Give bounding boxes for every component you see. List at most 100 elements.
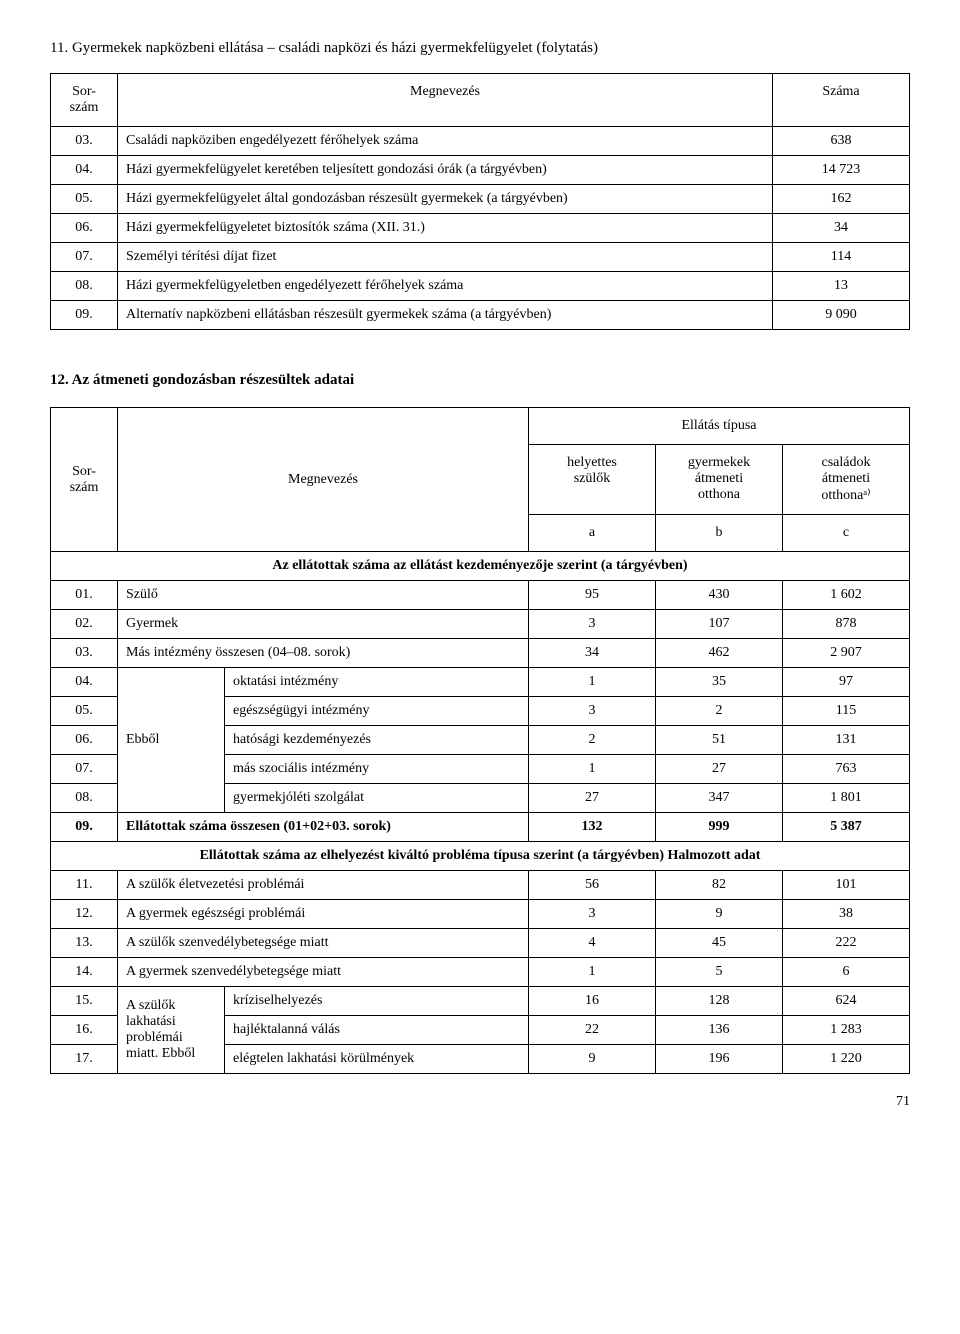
col-header-helyettes: helyettes szülők — [529, 445, 656, 515]
col-header-megnevezes: Megnevezés — [118, 408, 529, 552]
cell-c: 131 — [783, 726, 910, 755]
cell-b: 347 — [656, 784, 783, 813]
row-label: A szülők életvezetési problémái — [118, 871, 529, 900]
row-num: 12. — [51, 900, 118, 929]
table-12: Sor- szám Megnevezés Ellátás típusa hely… — [50, 407, 910, 1074]
row-label: kríziselhelyezés — [225, 987, 529, 1016]
row-num: 06. — [51, 726, 118, 755]
cell-c: 763 — [783, 755, 910, 784]
table-row: 03.Más intézmény összesen (04–08. sorok)… — [51, 639, 910, 668]
col-header-csaladok: családok átmeneti otthonaᵃ⁾ — [783, 445, 910, 515]
table-row: 06.Házi gyermekfelügyeletet biztosítók s… — [51, 214, 910, 243]
table-row: 15.A szülők lakhatási problémái miatt. E… — [51, 987, 910, 1016]
cell-b: 136 — [656, 1016, 783, 1045]
row-value: 13 — [773, 272, 910, 301]
cell-c: 878 — [783, 610, 910, 639]
row-num: 07. — [51, 755, 118, 784]
table-row: 13.A szülők szenvedélybetegsége miatt445… — [51, 929, 910, 958]
row-label: Gyermek — [118, 610, 529, 639]
table-row: 12.A gyermek egészségi problémái3938 — [51, 900, 910, 929]
cell-a: 9 — [529, 1045, 656, 1074]
row-num: 05. — [51, 185, 118, 214]
row-value: 34 — [773, 214, 910, 243]
row-label: oktatási intézmény — [225, 668, 529, 697]
cell-a: 3 — [529, 610, 656, 639]
row-label: Szülő — [118, 581, 529, 610]
row-num: 15. — [51, 987, 118, 1016]
table-row: 08.Házi gyermekfelügyeletben engedélyeze… — [51, 272, 910, 301]
cell-a: 3 — [529, 697, 656, 726]
table-row: 11.A szülők életvezetési problémái568210… — [51, 871, 910, 900]
ebbol-label: Ebből — [118, 668, 225, 813]
cell-c: 1 283 — [783, 1016, 910, 1045]
cell-b: 430 — [656, 581, 783, 610]
row-value: 638 — [773, 127, 910, 156]
cell-b: 82 — [656, 871, 783, 900]
row-label: Házi gyermekfelügyelet által gondozásban… — [118, 185, 773, 214]
cell-a: 95 — [529, 581, 656, 610]
table-row: 01.Szülő954301 602 — [51, 581, 910, 610]
row-num: 04. — [51, 668, 118, 697]
col-header-szama: Száma — [773, 74, 910, 127]
cell-c: 1 220 — [783, 1045, 910, 1074]
cell-c: 1 602 — [783, 581, 910, 610]
ebbol2-label: A szülők lakhatási problémái miatt. Ebbő… — [118, 987, 225, 1074]
col-header-sorszam: Sor- szám — [51, 74, 118, 127]
row-num: 01. — [51, 581, 118, 610]
table-row: 03.Családi napköziben engedélyezett férő… — [51, 127, 910, 156]
cell-b: 196 — [656, 1045, 783, 1074]
cell-a: 56 — [529, 871, 656, 900]
cell-a: 1 — [529, 958, 656, 987]
table-11: Sor- szám Megnevezés Száma 03.Családi na… — [50, 73, 910, 330]
row-num: 05. — [51, 697, 118, 726]
table-row: 14.A gyermek szenvedélybetegsége miatt15… — [51, 958, 910, 987]
cell-c: 115 — [783, 697, 910, 726]
col-letter-c: c — [783, 515, 910, 552]
table-row: 07.Személyi térítési díjat fizet114 — [51, 243, 910, 272]
col-letter-b: b — [656, 515, 783, 552]
row-label: Családi napköziben engedélyezett férőhel… — [118, 127, 773, 156]
col-letter-a: a — [529, 515, 656, 552]
table-row: 09.Alternatív napközbeni ellátásban rész… — [51, 301, 910, 330]
row-label: Alternatív napközbeni ellátásban részesü… — [118, 301, 773, 330]
row-num: 03. — [51, 127, 118, 156]
row-value: 162 — [773, 185, 910, 214]
row-value: 9 090 — [773, 301, 910, 330]
col-header-sorszam: Sor- szám — [51, 408, 118, 552]
row-num: 08. — [51, 272, 118, 301]
cell-b: 9 — [656, 900, 783, 929]
cell-c: 38 — [783, 900, 910, 929]
row-num: 02. — [51, 610, 118, 639]
table-row-total: 09.Ellátottak száma összesen (01+02+03. … — [51, 813, 910, 842]
table-row: 04.Ebbőloktatási intézmény13597 — [51, 668, 910, 697]
page-number: 71 — [50, 1094, 910, 1110]
row-label: gyermekjóléti szolgálat — [225, 784, 529, 813]
cell-b: 51 — [656, 726, 783, 755]
cell-a: 22 — [529, 1016, 656, 1045]
cell-a: 4 — [529, 929, 656, 958]
row-num: 11. — [51, 871, 118, 900]
row-label: Házi gyermekfelügyeletben engedélyezett … — [118, 272, 773, 301]
row-label: egészségügyi intézmény — [225, 697, 529, 726]
col-header-ellatas: Ellátás típusa — [529, 408, 910, 445]
row-label: hajléktalanná válás — [225, 1016, 529, 1045]
row-num: 08. — [51, 784, 118, 813]
row-num: 09. — [51, 813, 118, 842]
row-label: Más intézmény összesen (04–08. sorok) — [118, 639, 529, 668]
row-num: 07. — [51, 243, 118, 272]
cell-a: 1 — [529, 668, 656, 697]
row-label: Házi gyermekfelügyeletet biztosítók szám… — [118, 214, 773, 243]
subsection-b-title: Ellátottak száma az elhelyezést kiváltó … — [51, 842, 910, 871]
row-label: más szociális intézmény — [225, 755, 529, 784]
cell-a: 16 — [529, 987, 656, 1016]
cell-b: 35 — [656, 668, 783, 697]
row-label: A szülők szenvedélybetegsége miatt — [118, 929, 529, 958]
row-label: Személyi térítési díjat fizet — [118, 243, 773, 272]
cell-a: 3 — [529, 900, 656, 929]
cell-c: 5 387 — [783, 813, 910, 842]
table-row: 04.Házi gyermekfelügyelet keretében telj… — [51, 156, 910, 185]
table-row: 05.Házi gyermekfelügyelet által gondozás… — [51, 185, 910, 214]
row-label: hatósági kezdeményezés — [225, 726, 529, 755]
section-12-title: 12. Az átmeneti gondozásban részesültek … — [50, 372, 910, 389]
row-label: elégtelen lakhatási körülmények — [225, 1045, 529, 1074]
